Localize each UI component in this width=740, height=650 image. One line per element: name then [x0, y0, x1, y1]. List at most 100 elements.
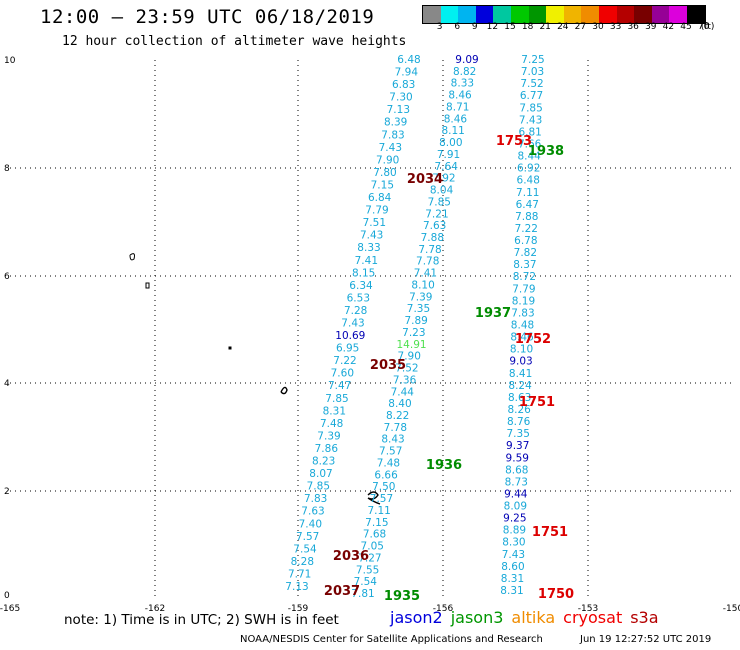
- y-tick-label: 2: [4, 487, 10, 497]
- wave-height-value: 7.13: [285, 581, 308, 593]
- wave-height-value: 7.85: [428, 196, 451, 208]
- legend-swatch: [475, 6, 494, 23]
- legend-label: 42: [662, 22, 675, 32]
- y-tick-label: 4: [4, 379, 10, 389]
- legend-label: 6: [454, 22, 461, 32]
- pass-time-label: 1750: [538, 587, 574, 602]
- legend-swatch: [634, 6, 652, 23]
- wave-height-value: 6.81: [518, 126, 541, 138]
- wave-height-value: 7.43: [379, 142, 402, 154]
- wave-height-value: 7.50: [372, 481, 395, 493]
- wave-height-value: 7.88: [515, 211, 538, 223]
- island-shape: [228, 346, 232, 350]
- wave-height-value: 8.15: [352, 267, 375, 279]
- wave-height-value: 8.89: [503, 525, 526, 537]
- legend-swatch: [528, 6, 547, 23]
- wave-height-value: 8.33: [357, 242, 380, 254]
- wave-height-value: 8.41: [509, 368, 532, 380]
- wave-height-value: 8.46: [510, 332, 534, 344]
- wave-height-value: 7.78: [384, 422, 407, 434]
- legend-label: 39: [645, 22, 657, 32]
- wave-height-value: 6.78: [514, 235, 537, 247]
- pass-time-label: 2037: [324, 584, 360, 599]
- wave-height-value: 7.80: [373, 167, 396, 179]
- wave-height-value: 8.63: [508, 392, 531, 404]
- wave-height-value: 7.40: [299, 518, 322, 530]
- wave-height-value: 8.30: [502, 537, 525, 549]
- legend-label: 21: [539, 22, 551, 32]
- wave-height-value: 7.35: [507, 428, 530, 440]
- pass-time-label: 1935: [384, 589, 420, 604]
- legend-swatch: [686, 6, 705, 23]
- wave-height-value: 8.72: [513, 271, 536, 283]
- legend-label: 24: [557, 22, 569, 32]
- satellite-legend-item: jason3: [450, 608, 504, 627]
- legend-swatch: [458, 6, 476, 23]
- axis-labels: -165 -162 -159 -156 -153 -150 0 2 4 6 8 10: [0, 56, 740, 614]
- wave-height-value: 7.52: [395, 363, 418, 375]
- wave-height-value: 7.68: [363, 529, 386, 541]
- wave-height-value: 7.48: [320, 418, 343, 430]
- legend-label: 70: [697, 22, 710, 32]
- wave-height-value: 6.84: [368, 192, 392, 204]
- wave-height-value: 8.28: [291, 556, 314, 568]
- satellite-legend: jason2 jason3 altika cryosat s3a: [390, 608, 667, 627]
- wave-height-value: 7.63: [301, 506, 324, 518]
- wave-height-value: 8.33: [451, 78, 474, 90]
- legend-swatch: [651, 6, 670, 23]
- wave-height-value: 7.36: [393, 374, 417, 386]
- wave-height-value: 7.48: [377, 457, 400, 469]
- wave-height-value: 7.83: [511, 307, 534, 319]
- map-subtitle: 12 hour collection of altimeter wave hei…: [62, 34, 407, 49]
- pass-time-label: 2035: [370, 358, 406, 373]
- legend-swatch: [669, 6, 687, 23]
- wave-height-value: 6.66: [374, 469, 398, 481]
- legend-swatch: [598, 6, 617, 23]
- wave-height-value: 7.57: [370, 493, 393, 505]
- wave-height-value: 7.85: [325, 393, 348, 405]
- wave-height-value: 7.71: [288, 568, 311, 580]
- wave-height-value: 6.92: [517, 163, 540, 175]
- x-tick-label: -162: [145, 604, 165, 614]
- island-shape: [280, 386, 288, 395]
- wave-height-value: 8.46: [448, 90, 472, 102]
- wave-height-value: 8.31: [500, 585, 523, 597]
- wave-height-value: 7.78: [416, 256, 439, 268]
- wave-height-value: 7.23: [402, 327, 425, 339]
- wave-height-value: 7.91: [437, 149, 460, 161]
- wave-height-value: 8.00: [439, 137, 462, 149]
- legend-swatch: [546, 6, 564, 23]
- wave-height-value: 8.40: [388, 398, 411, 410]
- wave-height-value: 7.39: [317, 430, 340, 442]
- wave-height-value: 9.37: [506, 440, 529, 452]
- wave-height-value: 7.44: [391, 386, 415, 398]
- wave-height-value: 8.26: [507, 404, 531, 416]
- x-tick-label: -156: [433, 604, 454, 614]
- pass-time-label: 2036: [333, 549, 369, 564]
- wave-height-value: 6.77: [520, 90, 543, 102]
- pass-time-label: 2034: [407, 172, 443, 187]
- wave-height-value: 7.78: [418, 244, 441, 256]
- footnote: note: 1) Time is in UTC; 2) SWH is in fe…: [64, 612, 339, 628]
- island-shape: [145, 282, 150, 289]
- wave-height-value: 8.11: [441, 125, 464, 137]
- pass-time-label: 1753: [496, 134, 532, 149]
- color-scale-legend: [422, 5, 706, 24]
- wave-height-value: 7.15: [365, 517, 388, 529]
- satellite-legend-item: jason2: [390, 608, 443, 627]
- pass-time-label: 1936: [426, 458, 462, 473]
- island-shape: [367, 491, 381, 505]
- generated-timestamp: Jun 19 12:27:52 UTC 2019: [580, 634, 712, 645]
- legend-swatch: [581, 6, 599, 23]
- wave-height-value: 7.30: [389, 92, 412, 104]
- wave-height-value: 7.94: [395, 67, 419, 79]
- wave-height-value: 8.76: [507, 416, 531, 428]
- legend-label: 45: [680, 22, 692, 32]
- wave-height-value: 8.68: [505, 464, 528, 476]
- wave-height-value: 9.25: [503, 513, 526, 525]
- wave-height-value: 8.73: [505, 476, 528, 488]
- wave-height-value: 7.03: [521, 66, 544, 78]
- wave-height-value: 9.09: [455, 54, 478, 66]
